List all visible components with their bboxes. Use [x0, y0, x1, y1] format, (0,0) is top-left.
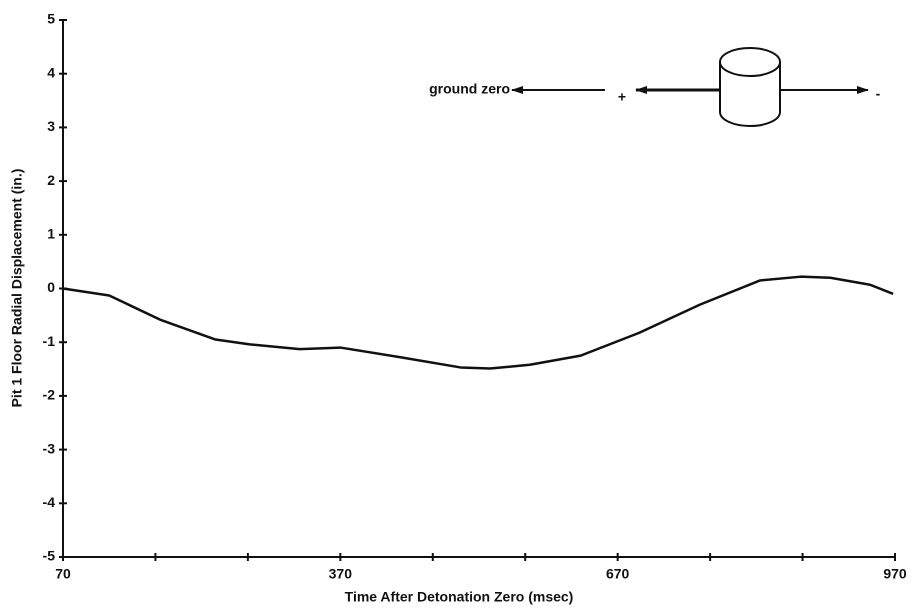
- y-tick-label: -5: [43, 548, 56, 564]
- y-tick-label: -1: [43, 333, 56, 349]
- y-tick-label: -2: [43, 387, 56, 403]
- x-axis-title: Time After Detonation Zero (msec): [345, 589, 574, 605]
- annotation: -: [876, 86, 881, 102]
- x-tick-label: 670: [606, 566, 630, 582]
- x-tick-label: 70: [55, 566, 71, 582]
- x-tick-label: 370: [329, 566, 353, 582]
- y-tick-label: 0: [47, 279, 55, 295]
- y-axis-title: Pit 1 Floor Radial Displacement (in.): [9, 169, 25, 408]
- y-tick-label: 1: [47, 226, 55, 242]
- y-tick-label: 5: [47, 11, 55, 27]
- annotation: ground zero: [429, 81, 510, 97]
- x-tick-label: 970: [883, 566, 907, 582]
- data-line: [62, 275, 894, 370]
- y-tick-label: 4: [47, 64, 55, 80]
- cylinder: [719, 47, 781, 127]
- y-tick-label: -4: [43, 494, 56, 510]
- y-tick-label: 3: [47, 118, 55, 134]
- y-tick-label: 2: [47, 172, 55, 188]
- annotation: +: [618, 89, 626, 105]
- y-tick-label: -3: [43, 440, 56, 456]
